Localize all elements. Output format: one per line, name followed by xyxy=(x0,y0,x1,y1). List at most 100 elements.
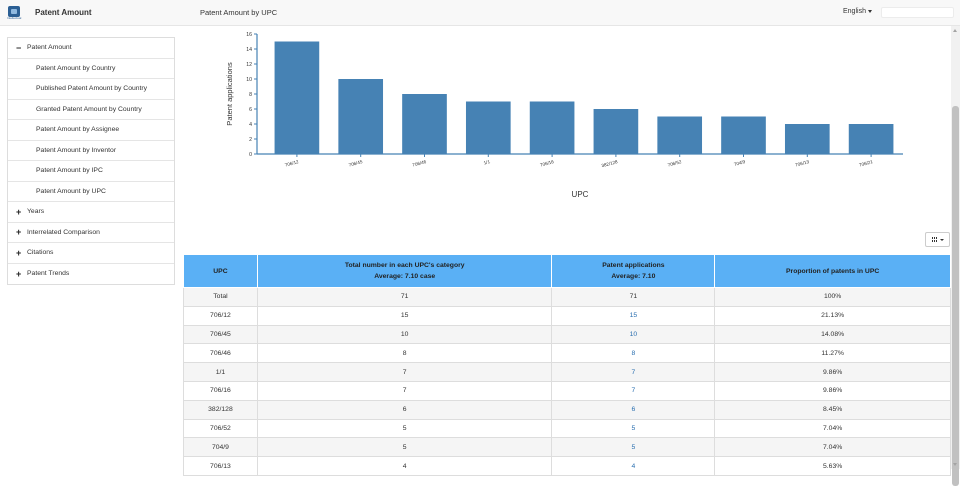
page-scrollbar[interactable] xyxy=(951,26,960,486)
sidebar-item-label: Patent Amount by IPC xyxy=(36,167,103,175)
column-header[interactable]: Proportion of patents in UPC xyxy=(714,254,951,288)
upc-cell: 706/13 xyxy=(183,456,258,476)
chart-bar[interactable] xyxy=(402,94,447,154)
language-label: English xyxy=(843,8,866,15)
plus-icon: + xyxy=(16,227,22,238)
sidebar-item[interactable]: Patent Amount by Inventor xyxy=(8,141,174,161)
x-tick-label: 706/52 xyxy=(667,159,682,168)
y-tick-label: 14 xyxy=(246,47,252,53)
upc-cell: 706/16 xyxy=(183,380,258,401)
y-tick-label: 0 xyxy=(249,152,252,158)
sidebar-section-0[interactable]: − Patent Amount xyxy=(8,38,174,59)
plus-icon: + xyxy=(16,206,22,217)
chart-bar[interactable] xyxy=(274,41,320,155)
sidebar-item[interactable]: Patent Amount by UPC xyxy=(8,182,174,202)
column-header-subtitle: Average: 7.10 xyxy=(611,273,656,280)
upc-table: UPC Total number in each UPC's category Av… xyxy=(183,254,951,476)
scroll-down-icon[interactable] xyxy=(953,463,957,466)
total-cell: 7 xyxy=(256,362,553,382)
table-row: 382/128 6 6 8.45% xyxy=(183,399,951,420)
search-input[interactable] xyxy=(881,7,954,18)
column-header-label: UPC xyxy=(213,267,228,275)
column-header[interactable]: Total number in each UPC's category Avera… xyxy=(256,254,553,288)
scroll-up-icon[interactable] xyxy=(953,29,957,32)
y-tick-label: 12 xyxy=(246,62,252,68)
language-dropdown[interactable]: English xyxy=(843,8,872,15)
table-row: 706/13 4 4 5.63% xyxy=(183,456,951,476)
sidebar-item-label: Patent Amount by UPC xyxy=(36,187,106,195)
table-header-row: UPC Total number in each UPC's category Av… xyxy=(183,254,951,288)
scrollbar-thumb[interactable] xyxy=(952,106,959,486)
app-title[interactable]: Patent Amount xyxy=(35,8,92,17)
applications-cell[interactable]: 4 xyxy=(551,456,716,476)
chart-bar[interactable] xyxy=(529,101,575,155)
sidebar-item[interactable]: Patent Amount by Country xyxy=(8,59,174,79)
minus-icon: − xyxy=(16,42,22,53)
chevron-down-icon xyxy=(939,238,944,241)
proportion-cell: 11.27% xyxy=(714,343,951,364)
proportion-cell: 7.04% xyxy=(714,437,951,458)
x-tick-label: 382/128 xyxy=(601,159,619,168)
upc-cell: 706/52 xyxy=(183,418,258,439)
top-navbar: Intellectual Patent Amount Patent Amount… xyxy=(0,0,960,26)
upc-cell: 706/12 xyxy=(183,305,258,326)
sidebar-item[interactable]: Published Patent Amount by Country xyxy=(8,79,174,100)
y-tick-label: 10 xyxy=(246,77,252,83)
proportion-cell: 14.08% xyxy=(714,324,951,345)
proportion-cell: 5.63% xyxy=(714,456,951,476)
x-tick-label: 706/12 xyxy=(284,159,299,168)
upc-cell: Total xyxy=(183,287,258,307)
applications-cell[interactable]: 5 xyxy=(551,437,716,458)
total-cell: 5 xyxy=(256,418,553,439)
applications-cell[interactable]: 15 xyxy=(551,305,716,326)
sidebar-section-label: Years xyxy=(27,208,45,216)
sidebar-item-label: Patent Amount by Assignee xyxy=(36,126,120,134)
main-content: 0 2 4 6 8 10 12 14 16 706/12 706/45 706/46 1/1 706/16… xyxy=(183,26,950,469)
sidebar-item[interactable]: Patent Amount by Assignee xyxy=(8,120,174,141)
column-header-label: Proportion of patents in UPC xyxy=(786,267,880,275)
column-header[interactable]: Patent applications Average: 7.10 xyxy=(551,254,716,288)
proportion-cell: 8.45% xyxy=(714,399,951,420)
logo[interactable]: Intellectual xyxy=(7,6,21,20)
total-cell: 5 xyxy=(256,437,553,458)
proportion-cell: 100% xyxy=(714,287,951,307)
total-cell: 6 xyxy=(256,399,553,420)
y-tick-label: 16 xyxy=(246,32,252,38)
sidebar-item[interactable]: Patent Amount by IPC xyxy=(8,161,174,182)
table-row: 706/45 10 10 14.08% xyxy=(183,324,951,345)
applications-cell[interactable]: 10 xyxy=(551,324,716,345)
sidebar-section-4[interactable]: + Patent Trends xyxy=(8,264,174,285)
sidebar: − Patent Amount Patent Amount by Country Pu… xyxy=(7,37,175,285)
upc-cell: 706/46 xyxy=(183,343,258,364)
applications-cell[interactable]: 5 xyxy=(551,418,716,439)
total-cell: 7 xyxy=(256,380,553,401)
applications-cell[interactable]: 7 xyxy=(551,362,716,382)
sidebar-section-3[interactable]: + Citations xyxy=(8,243,174,264)
chart-bar[interactable] xyxy=(593,109,639,154)
plus-icon: + xyxy=(16,247,22,258)
sidebar-section-2[interactable]: + Interrelated Comparison xyxy=(8,223,174,243)
table-row: 1/1 7 7 9.86% xyxy=(183,362,951,382)
applications-cell[interactable]: 7 xyxy=(551,380,716,401)
chart-bar[interactable] xyxy=(848,124,894,154)
chart-bar[interactable] xyxy=(465,101,511,155)
sidebar-section-1[interactable]: + Years xyxy=(8,202,174,223)
sidebar-item[interactable]: Granted Patent Amount by Country xyxy=(8,100,174,120)
applications-cell[interactable]: 8 xyxy=(551,343,716,364)
applications-cell[interactable]: 6 xyxy=(551,399,716,420)
chart-bar[interactable] xyxy=(338,79,384,154)
upc-cell: 1/1 xyxy=(183,362,258,382)
x-tick-label: 706/21 xyxy=(858,159,873,168)
total-cell: 8 xyxy=(256,343,553,364)
table-row: 706/46 8 8 11.27% xyxy=(183,343,951,364)
sidebar-item-label: Granted Patent Amount by Country xyxy=(36,105,142,113)
x-tick-label: 704/9 xyxy=(733,159,746,167)
table-row: 704/9 5 5 7.04% xyxy=(183,437,951,458)
columns-toggle-button[interactable] xyxy=(925,232,950,247)
chart-bar[interactable] xyxy=(721,116,766,155)
chart-bar[interactable] xyxy=(784,124,830,154)
column-header[interactable]: UPC xyxy=(183,254,258,288)
chart-bar[interactable] xyxy=(657,116,703,155)
x-tick-label: 706/13 xyxy=(795,159,810,168)
y-tick-label: 8 xyxy=(249,92,252,98)
